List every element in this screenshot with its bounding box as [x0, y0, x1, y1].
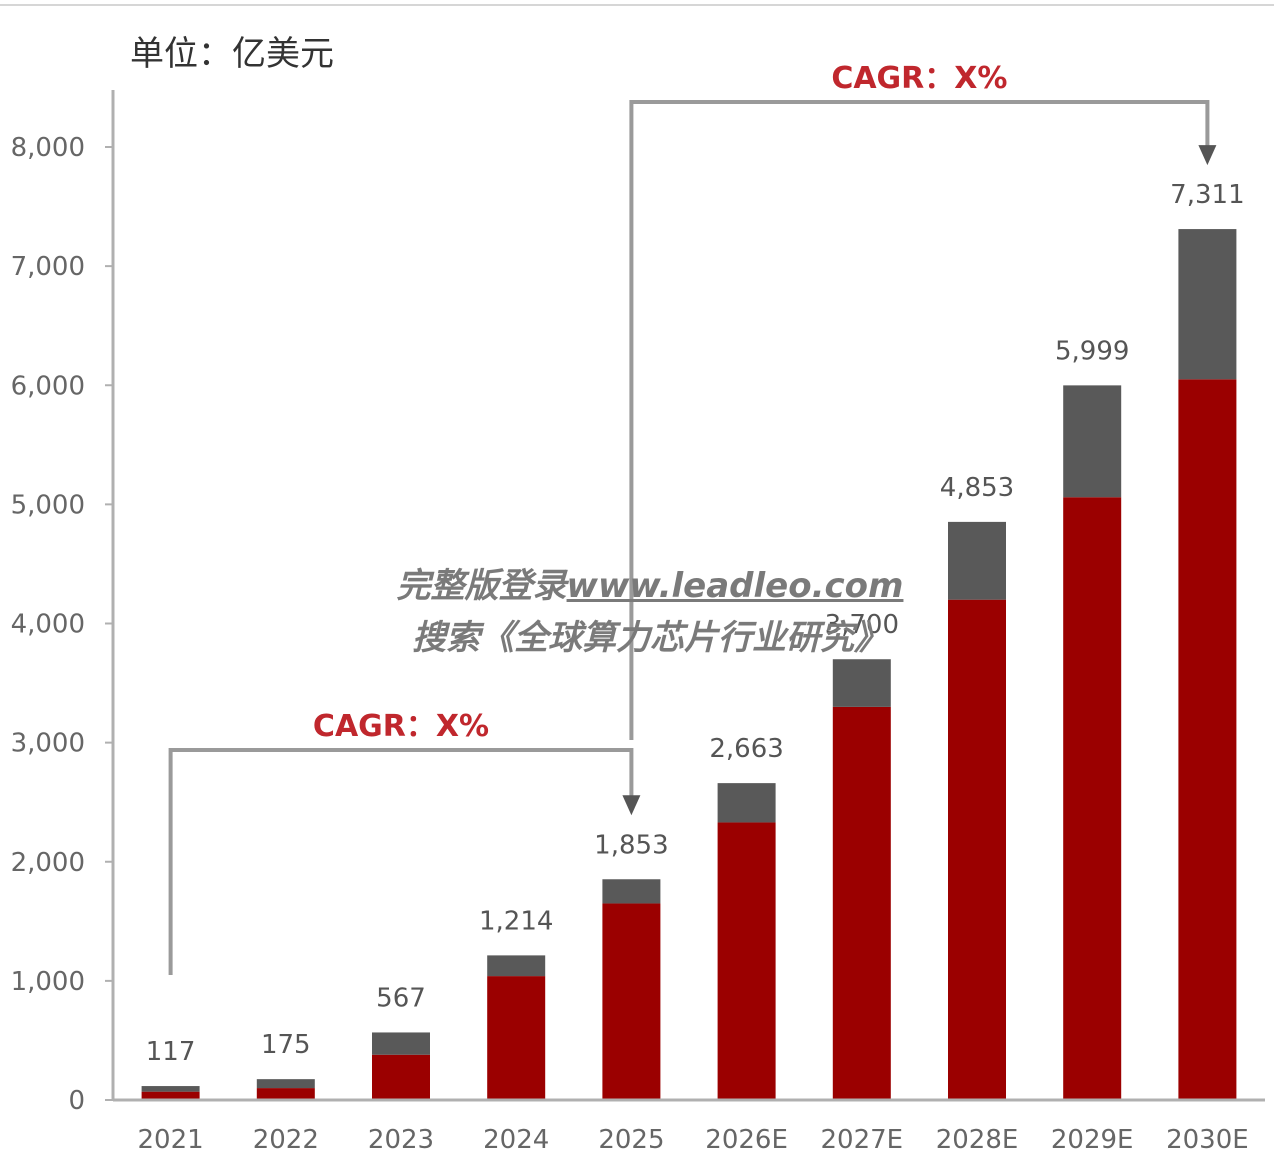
- unit-label: 单位：亿美元: [130, 34, 334, 74]
- bar-total-label: 567: [376, 983, 426, 1013]
- watermark-line-2: 搜索《全球算力芯片行业研究》: [412, 618, 888, 658]
- bar-segment: [141, 1086, 200, 1092]
- bar-segment: [487, 976, 546, 1100]
- bar-segment: [832, 706, 891, 1100]
- cagr-label: CAGR：X%: [831, 61, 1007, 96]
- bar-segment: [948, 521, 1006, 600]
- watermark-line-1: 完整版登录www.leadleo.com: [360, 560, 940, 612]
- watermark-prefix: 完整版登录: [396, 566, 567, 606]
- x-tick-label: 2024: [483, 1125, 549, 1155]
- bar-total-label: 117: [146, 1037, 196, 1067]
- y-tick-label: 7,000: [11, 252, 85, 282]
- bar-total-label: 3,700: [825, 610, 899, 640]
- y-tick-label: 0: [68, 1086, 85, 1116]
- bar-segment: [1063, 385, 1122, 498]
- x-tick-label: 2022: [253, 1125, 319, 1155]
- bar-total-label: 7,311: [1170, 180, 1244, 210]
- y-tick-label: 8,000: [11, 133, 85, 163]
- bar-segment: [1178, 229, 1237, 380]
- bar-segment: [602, 903, 661, 1100]
- y-tick-label: 1,000: [11, 967, 85, 997]
- x-tick-label: 2029E: [1051, 1125, 1134, 1155]
- bar-segment: [256, 1079, 315, 1089]
- cagr-bracket: [168, 748, 634, 975]
- labels: 0 1,000 2,000 3,000 4,000 5,000 6,000 7,000 8,00…: [11, 133, 1249, 1155]
- bar-segment: [602, 879, 661, 904]
- bar-segment: [948, 599, 1006, 1100]
- x-tick-label: 2030E: [1166, 1125, 1249, 1155]
- bar-total-label: 1,214: [479, 906, 553, 936]
- x-tick-label: 2021: [138, 1125, 204, 1155]
- cagr-bracket: [629, 100, 1210, 740]
- bar-segment: [717, 783, 776, 823]
- x-tick-label: 2023: [368, 1125, 434, 1155]
- watermark-link[interactable]: www.leadleo.com: [566, 566, 904, 606]
- watermark: 完整版登录www.leadleo.com 搜索《全球算力芯片行业研究》: [360, 560, 940, 664]
- cagr-annotations: CAGR：X% CAGR：X%: [168, 61, 1217, 975]
- bar-segment: [832, 659, 891, 707]
- top-divider: [0, 4, 1274, 6]
- cagr-arrow-head: [622, 795, 641, 816]
- axes: [105, 90, 1265, 1102]
- bar-segment: [1063, 497, 1122, 1100]
- bar-segment: [1178, 379, 1237, 1100]
- bars: [141, 229, 1237, 1100]
- bar-segment: [256, 1088, 315, 1100]
- y-tick-label: 5,000: [11, 490, 85, 520]
- bar-total-label: 2,663: [709, 734, 783, 764]
- bar-segment: [372, 1054, 430, 1100]
- bar-segment: [487, 955, 546, 977]
- cagr-label: CAGR：X%: [313, 709, 489, 744]
- bar-segment: [372, 1032, 430, 1055]
- bar-segment: [717, 822, 776, 1100]
- y-tick-label: 6,000: [11, 371, 85, 401]
- cagr-arrow-head: [1198, 145, 1217, 166]
- bar-total-label: 4,853: [940, 473, 1014, 503]
- bar-total-label: 175: [261, 1030, 311, 1060]
- y-tick-label: 3,000: [11, 729, 85, 759]
- y-tick-label: 2,000: [11, 848, 85, 878]
- bar-segment: [141, 1091, 200, 1100]
- y-tick-label: 4,000: [11, 610, 85, 640]
- x-tick-label: 2027E: [820, 1125, 903, 1155]
- bar-total-label: 1,853: [594, 830, 668, 860]
- x-tick-label: 2028E: [936, 1125, 1019, 1155]
- x-tick-label: 2026E: [705, 1125, 788, 1155]
- x-tick-label: 2025: [598, 1125, 664, 1155]
- bar-total-label: 5,999: [1055, 336, 1129, 366]
